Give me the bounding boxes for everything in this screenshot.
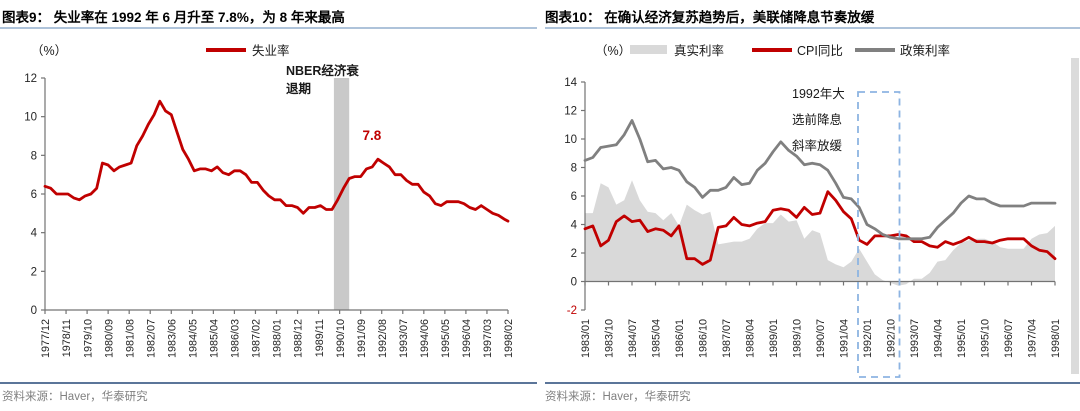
- x-tick-label: 1997/04: [1027, 319, 1039, 358]
- x-tick-label: 1984/07: [627, 319, 639, 358]
- x-tick-label: 1985/04: [209, 319, 221, 358]
- y-tick-label: 12: [24, 73, 37, 85]
- x-tick-label: 1983/06: [166, 319, 178, 358]
- y-tick-label: 14: [564, 77, 577, 89]
- x-tick-label: 1986/01: [674, 319, 686, 358]
- y-tick-label: 0: [571, 277, 577, 289]
- x-tick-label: 1993/07: [398, 319, 410, 358]
- x-tick-label: 1990/10: [335, 319, 347, 358]
- y-tick-label: 4: [31, 228, 38, 240]
- y-tick-label: 10: [24, 112, 37, 124]
- figure-10-unit-label: （%）: [595, 44, 632, 58]
- x-tick-label: 1989/10: [792, 319, 804, 358]
- page-edge-strip: [1071, 58, 1079, 374]
- legend-label-unemployment: 失业率: [252, 44, 290, 58]
- figure-9-title-rule: [0, 27, 537, 29]
- figure-9: 图表9： 失业率在 1992 年 6 月升至 7.8%，为 8 年来最高 （%）…: [0, 10, 537, 403]
- figure-10-title-rule: [545, 27, 1080, 29]
- x-tick-label: 1989/01: [768, 319, 780, 358]
- figure-10: 图表10： 在确认经济复苏趋势后，美联储降息节奏放缓 （%） 真实利率 CPI同…: [540, 0, 1080, 411]
- x-tick-label: 1984/05: [188, 319, 200, 358]
- y-tick-label: 0: [31, 305, 37, 317]
- x-tick-label: 1983/10: [604, 319, 616, 358]
- x-tick-label: 1987/02: [251, 319, 263, 358]
- y-tick-label: -2: [567, 305, 577, 317]
- figure-10-source: 资料来源：Haver，华泰研究: [545, 391, 691, 403]
- y-tick-label: 4: [571, 220, 578, 232]
- y-tick-label: 8: [31, 150, 37, 162]
- rates-chart: 1983/01 1983/10 1984/07 1985/04 1986/01 1986/…: [564, 77, 1062, 378]
- axes: 1977/12 1978/11 1979/10 1980/09 1981/08 1982/…: [24, 73, 515, 358]
- x-tick-label: 1979/10: [82, 319, 94, 358]
- legend-line-swatch-cpi: [752, 48, 792, 52]
- x-tick-label: 1983/01: [580, 319, 592, 358]
- figure-9-title: 图表9： 失业率在 1992 年 6 月升至 7.8%，为 8 年来最高: [2, 10, 345, 25]
- x-tick-label: 1994/06: [419, 319, 431, 358]
- y-tick-label: 6: [31, 189, 37, 201]
- peak-value-label: 7.8: [363, 128, 382, 143]
- x-tick-label: 1980/09: [103, 319, 115, 358]
- x-tick-label: 1995/05: [440, 319, 452, 358]
- x-tick-label: 1990/07: [815, 319, 827, 358]
- legend-line-swatch-unemployment: [206, 48, 246, 52]
- x-tick-label: 1998/02: [503, 319, 515, 358]
- figure-9-source: 资料来源：Haver，华泰研究: [2, 391, 148, 403]
- axes: 1983/01 1983/10 1984/07 1985/04 1986/01 1986/…: [564, 77, 1062, 358]
- x-tick-label: 1989/11: [314, 319, 326, 357]
- cpi-line: [583, 190, 1057, 266]
- real-rate-area: [585, 180, 1055, 286]
- x-tick-label: 1993/07: [909, 319, 921, 358]
- legend-label-real-rate: 真实利率: [674, 44, 725, 58]
- x-tick-label: 1988/04: [745, 319, 757, 358]
- x-tick-label: 1996/07: [1003, 319, 1015, 358]
- x-tick-label: 1992/10: [886, 319, 898, 358]
- recession-band-label: 退期: [286, 81, 311, 96]
- x-tick-label: 1991/09: [356, 319, 368, 358]
- x-tick-label: 1994/04: [933, 319, 945, 358]
- x-tick-label: 1987/07: [721, 319, 733, 358]
- x-tick-label: 1986/10: [698, 319, 710, 358]
- y-tick-label: 2: [31, 266, 37, 278]
- figure-10-source-rule: [545, 382, 1080, 384]
- legend-label-cpi: CPI同比: [797, 44, 843, 58]
- x-tick-label: 1986/03: [230, 319, 242, 358]
- figure-10-title: 图表10： 在确认经济复苏趋势后，美联储降息节奏放缓: [545, 10, 875, 25]
- y-tick-label: 6: [571, 191, 577, 203]
- x-tick-label: 1977/12: [40, 319, 52, 358]
- legend-line-swatch-policy-rate: [855, 48, 895, 52]
- x-tick-label: 1997/03: [482, 319, 494, 358]
- highlight-box-label: 1992年大: [792, 87, 845, 101]
- x-tick-label: 1988/12: [293, 319, 305, 358]
- unemployment-chart: 1977/12 1978/11 1979/10 1980/09 1981/08 1982/…: [24, 63, 515, 358]
- figure-9-unit-label: （%）: [31, 44, 68, 58]
- x-tick-label: 1978/11: [61, 319, 73, 357]
- x-tick-label: 1985/04: [651, 319, 663, 358]
- x-tick-label: 1996/04: [461, 319, 473, 358]
- x-tick-label: 1981/08: [124, 319, 136, 358]
- x-tick-label: 1992/01: [862, 319, 874, 358]
- y-tick-label: 10: [564, 134, 577, 146]
- y-tick-label: 2: [571, 248, 577, 260]
- x-tick-label: 1982/07: [145, 319, 157, 358]
- x-tick-label: 1995/10: [980, 319, 992, 358]
- y-tick-label: 12: [564, 106, 577, 118]
- x-tick-label: 1991/04: [839, 319, 851, 358]
- election-period-highlight-box: [857, 91, 901, 378]
- y-tick-label: 8: [571, 163, 577, 175]
- x-tick-label: 1988/01: [272, 319, 284, 358]
- policy-rate-line: [583, 119, 1057, 241]
- recession-band-label: NBER经济衰: [286, 63, 359, 78]
- x-tick-label: 1998/01: [1050, 319, 1062, 358]
- highlight-box-label: 选前降息: [792, 112, 842, 127]
- x-tick-label: 1992/08: [377, 319, 389, 358]
- figure-9-source-rule: [0, 382, 537, 384]
- legend-label-policy-rate: 政策利率: [900, 44, 951, 58]
- unemployment-line: [43, 99, 510, 223]
- legend-area-swatch-real-rate: [630, 45, 667, 54]
- highlight-box-label: 斜率放缓: [792, 138, 843, 153]
- x-tick-label: 1995/01: [956, 319, 968, 358]
